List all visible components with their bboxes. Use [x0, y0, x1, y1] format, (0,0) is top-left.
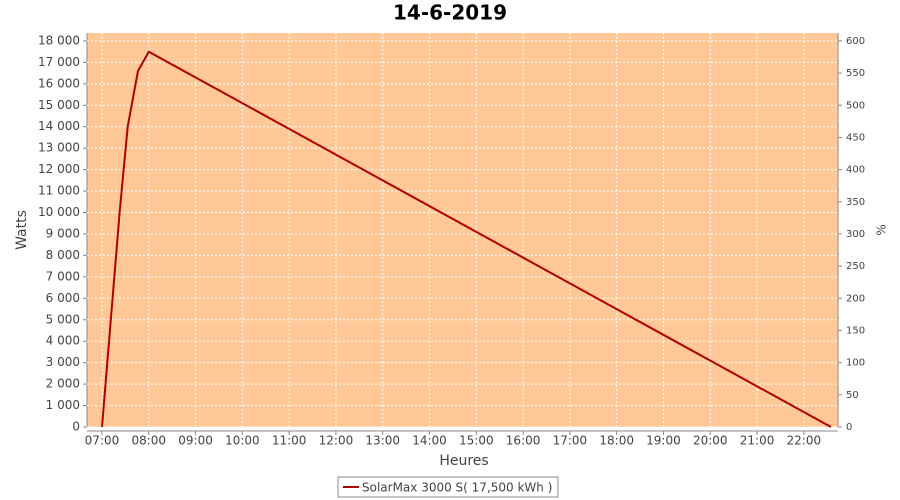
x-tick-label: 11:00: [272, 434, 307, 448]
y-tick-label: 12 000: [38, 162, 80, 176]
y2-tick-label: 300: [846, 229, 865, 240]
y-tick-label: 17 000: [38, 55, 80, 69]
y2-tick-label: 50: [846, 390, 859, 401]
y-tick-label: 10 000: [38, 205, 80, 219]
x-tick-label: 13:00: [365, 434, 400, 448]
y-tick-label: 1 000: [46, 398, 80, 412]
series-line: [101, 50, 832, 428]
x-axis-label: Heures: [439, 453, 488, 469]
y2-tick-label: 150: [846, 325, 865, 336]
x-tick-label: 21:00: [740, 434, 775, 448]
y-tick-label: 14 000: [38, 119, 80, 133]
y-tick-label: 15 000: [38, 98, 80, 112]
legend-label: SolarMax 3000 S( 17,500 kWh ): [362, 481, 552, 495]
y2-tick-label: 350: [846, 197, 865, 208]
y2-axis-label: %: [875, 224, 889, 235]
y-tick-label: 6 000: [46, 291, 80, 305]
y-tick-label: 2 000: [46, 377, 80, 391]
x-tick-label: 09:00: [178, 434, 213, 448]
y2-tick-label: 500: [846, 100, 865, 111]
y-tick-label: 11 000: [38, 184, 80, 198]
x-tick-label: 20:00: [693, 434, 728, 448]
y-tick-label: 3 000: [46, 355, 80, 369]
y2-tick-label: 450: [846, 132, 865, 143]
x-tick-label: 12:00: [319, 434, 354, 448]
y2-tick-label: 400: [846, 165, 865, 176]
y-tick-label: 7 000: [46, 269, 80, 283]
y2-tick-label: 600: [846, 36, 865, 47]
y-tick-label: 9 000: [46, 226, 80, 240]
x-tick-label: 07:00: [85, 434, 120, 448]
y-tick-label: 8 000: [46, 248, 80, 262]
legend: [337, 476, 559, 498]
y-tick-label: 4 000: [46, 334, 80, 348]
y2-tick-label: 550: [846, 68, 865, 79]
x-tick-label: 15:00: [459, 434, 494, 448]
y2-tick-label: 200: [846, 293, 865, 304]
x-tick-label: 17:00: [553, 434, 588, 448]
x-tick-label: 16:00: [506, 434, 541, 448]
x-tick-label: 14:00: [412, 434, 447, 448]
y-tick-label: 0: [72, 420, 80, 434]
y-tick-label: 18 000: [38, 33, 80, 47]
x-tick-label: 18:00: [599, 434, 634, 448]
y-axis-label: Watts: [14, 210, 30, 250]
x-tick-label: 22:00: [787, 434, 822, 448]
y2-tick-label: 0: [846, 422, 852, 433]
x-tick-label: 19:00: [646, 434, 681, 448]
x-tick-label: 08:00: [131, 434, 166, 448]
chart-title: 14-6-2019: [393, 1, 507, 25]
x-tick-label: 10:00: [225, 434, 260, 448]
y-tick-label: 16 000: [38, 76, 80, 90]
y-tick-label: 13 000: [38, 141, 80, 155]
y-tick-label: 5 000: [46, 312, 80, 326]
y2-tick-label: 100: [846, 358, 865, 369]
y2-tick-label: 250: [846, 261, 865, 272]
